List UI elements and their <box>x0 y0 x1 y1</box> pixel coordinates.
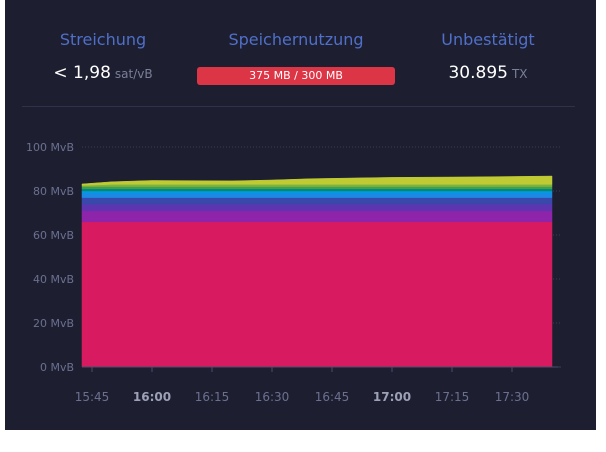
y-tick-label: 0 MvB <box>40 361 74 374</box>
unconfirmed-unit: TX <box>511 67 528 81</box>
area-series-9 <box>81 184 553 187</box>
y-tick-label: 80 MvB <box>33 185 74 198</box>
x-tick-label: 16:30 <box>255 390 290 404</box>
memory-label: Speichernutzung <box>228 30 364 49</box>
y-tick-label: 40 MvB <box>33 273 74 286</box>
unconfirmed-count: 30.895 <box>448 63 508 83</box>
x-tick-label: 17:30 <box>495 390 530 404</box>
fee-label: Streichung <box>59 30 147 49</box>
mempool-panel: Streichung < 1,98 sat/vB Speichernutzung … <box>5 0 596 430</box>
area-series-2 <box>81 210 553 223</box>
area-series-1 <box>81 221 553 368</box>
fee-value: < 1,98 sat/vB <box>13 63 193 83</box>
x-tick-label: 16:15 <box>195 390 230 404</box>
x-tick-label: 17:15 <box>435 390 470 404</box>
area-series-10 <box>81 175 553 186</box>
x-tick-label: 16:00 <box>133 390 171 404</box>
memory-usage-fill <box>197 67 395 85</box>
area-series-7 <box>81 188 553 192</box>
y-tick-label: 100 MvB <box>26 141 74 154</box>
memory-usage-text: 375 MB / 300 MB <box>249 69 343 82</box>
fee-amount: < 1,98 <box>53 63 111 83</box>
divider <box>22 106 575 107</box>
area-series-5 <box>81 192 553 198</box>
y-tick-label: 60 MvB <box>33 229 74 242</box>
x-tick-label: 17:00 <box>373 390 411 404</box>
y-tick-label: 20 MvB <box>33 317 74 330</box>
mempool-chart: 0 MvB 20 MvB 40 MvB 60 MvB 80 MvB 100 MvB 15:4… <box>26 141 561 404</box>
area-series-8 <box>81 186 553 190</box>
area-series-6 <box>81 190 553 194</box>
unconfirmed-label: Unbestätigt <box>441 30 535 49</box>
area-series-4 <box>81 197 553 205</box>
fee-unit: sat/vB <box>114 67 153 81</box>
memory-usage-bar: 375 MB / 300 MB <box>197 67 395 85</box>
area-series-3 <box>81 203 553 212</box>
stats-row: Streichung < 1,98 sat/vB Speichernutzung … <box>5 0 596 100</box>
x-tick-label: 16:45 <box>315 390 350 404</box>
unconfirmed-value: 30.895 TX <box>398 63 578 83</box>
x-tick-label: 15:45 <box>75 390 110 404</box>
